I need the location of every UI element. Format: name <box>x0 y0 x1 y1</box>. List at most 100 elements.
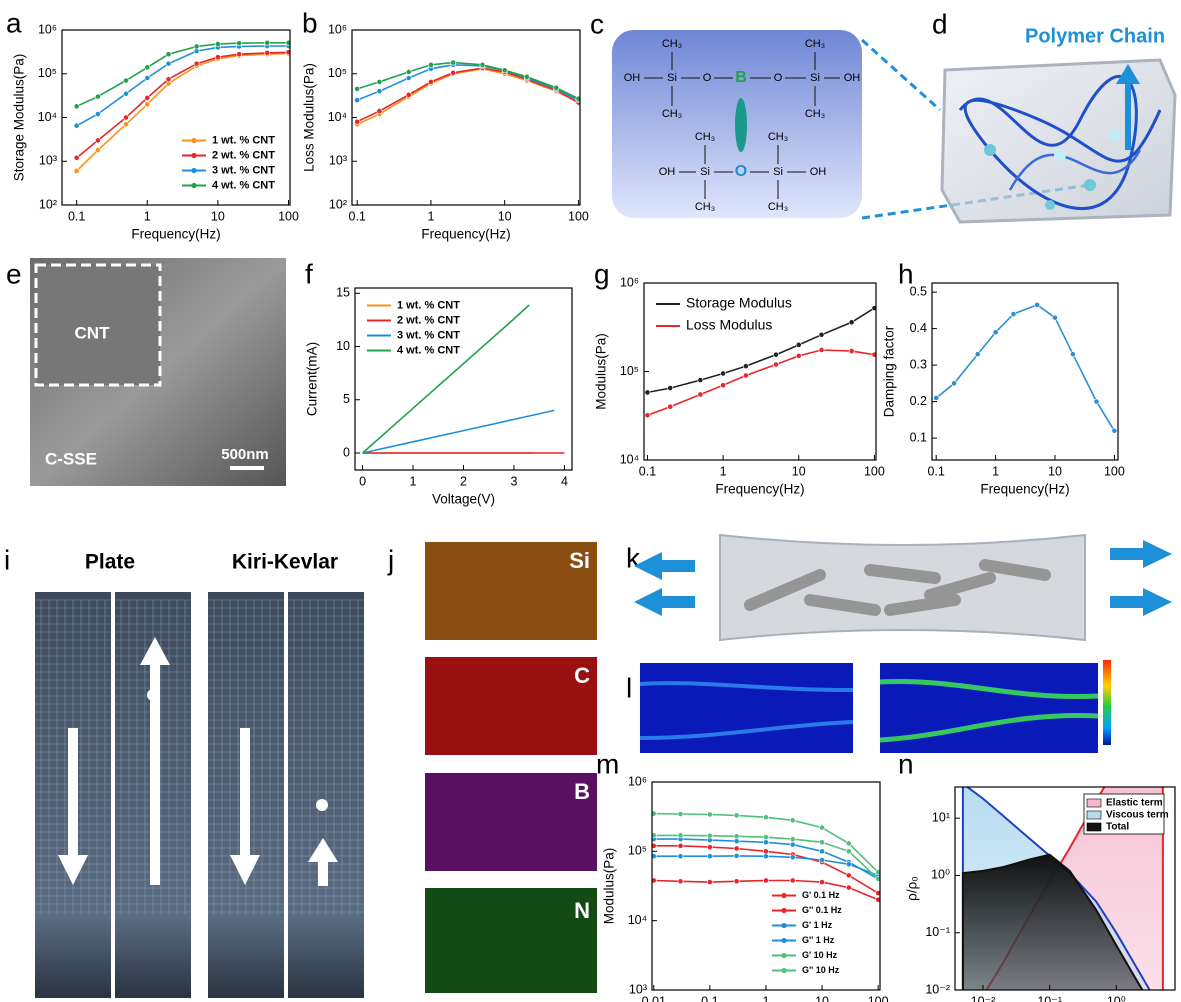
y-axis-label: Damping factor <box>882 325 897 417</box>
x-tick-label: 10⁰ <box>1107 994 1126 1002</box>
atom: CH₃ <box>805 108 825 120</box>
y-tick-label: 10⁴ <box>328 110 347 124</box>
legend-label: G'' 1 Hz <box>802 935 835 945</box>
marker <box>707 812 712 817</box>
inset-label: CNT <box>75 323 111 342</box>
marker <box>166 52 171 57</box>
y-tick-label: 10³ <box>629 982 647 996</box>
legend-label: Storage Modulus <box>686 295 792 311</box>
y-axis-label: Storage Modulus(Pa) <box>12 54 27 182</box>
marker <box>74 168 79 173</box>
x-tick-label: 100 <box>868 994 889 1002</box>
legend-label: Viscous term <box>1106 810 1169 821</box>
legend-label: G'' 10 Hz <box>802 965 840 975</box>
panel-j: j Si C B N <box>387 542 597 993</box>
marker <box>237 52 242 57</box>
marker <box>734 813 739 818</box>
chart: h0.11101000.10.20.30.40.5Frequency(Hz)Da… <box>882 258 1125 496</box>
marker <box>763 878 768 883</box>
legend-swatch <box>1087 823 1101 831</box>
panel-label: m <box>596 748 619 779</box>
marker <box>763 849 768 854</box>
marker <box>790 837 795 842</box>
marker <box>846 849 851 854</box>
marker <box>773 362 778 367</box>
legend-label: Total <box>1106 822 1129 833</box>
legend-marker <box>781 968 786 973</box>
color-scale <box>1103 660 1111 745</box>
legend-label: 4 wt. % CNT <box>212 179 275 191</box>
y-tick-label: 10⁴ <box>628 913 647 927</box>
marker <box>406 69 411 74</box>
atom: O <box>774 72 783 84</box>
y-tick-label: 5 <box>343 392 350 406</box>
line <box>77 46 289 126</box>
atom: CH₃ <box>695 201 715 213</box>
marker <box>734 846 739 851</box>
x-tick-label: 0.1 <box>927 464 944 478</box>
particle <box>1109 129 1121 141</box>
panel-k: k <box>626 535 1172 640</box>
legend-marker <box>191 168 196 173</box>
element-label: C <box>574 663 590 688</box>
marker <box>790 818 795 823</box>
marker <box>849 320 854 325</box>
plot-frame <box>352 30 580 205</box>
marker <box>265 50 270 55</box>
atom: Si <box>810 72 820 84</box>
marker <box>846 873 851 878</box>
marker <box>819 825 824 830</box>
marker <box>668 385 673 390</box>
atom: Si <box>773 166 783 178</box>
chart: b0.111010010²10³10⁴10⁵10⁶Frequency(Hz)Lo… <box>302 7 589 241</box>
marker <box>95 147 100 152</box>
x-axis-label: Frequency(Hz) <box>131 227 220 242</box>
atom: CH₃ <box>768 201 788 213</box>
y-tick-label: 10⁵ <box>328 66 347 80</box>
x-axis-label: Frequency(Hz) <box>715 482 804 497</box>
marker <box>734 879 739 884</box>
marker <box>796 353 801 358</box>
bond-ellipse <box>735 98 747 152</box>
map-c <box>425 657 597 755</box>
marker <box>698 392 703 397</box>
marker <box>502 68 507 73</box>
marker <box>819 840 824 845</box>
atom: Si <box>700 166 710 178</box>
atom: Si <box>667 72 677 84</box>
y-axis-label: ρ/ρ₀ <box>905 876 920 901</box>
panel-label: a <box>6 7 22 38</box>
marker <box>790 878 795 883</box>
x-axis-label: Frequency(Hz) <box>980 482 1069 497</box>
marker <box>166 61 171 66</box>
ball <box>316 799 328 811</box>
x-tick-label: 0.1 <box>68 209 85 223</box>
x-tick-label: 10⁻² <box>971 994 996 1002</box>
legend-marker <box>191 153 196 158</box>
y-tick-label: 10⁶ <box>620 275 639 289</box>
marker <box>194 44 199 49</box>
legend-marker <box>781 938 786 943</box>
y-axis-label: Current(mA) <box>305 342 320 416</box>
y-tick-label: 10² <box>39 197 57 211</box>
marker <box>215 41 220 46</box>
panel-label: d <box>932 8 948 39</box>
x-tick-label: 3 <box>510 474 517 488</box>
legend-swatch <box>1087 811 1101 819</box>
marker <box>194 61 199 66</box>
marker <box>428 62 433 67</box>
map-b <box>425 773 597 871</box>
panel-label: c <box>590 8 604 39</box>
marker <box>707 879 712 884</box>
x-axis-label: Frequency(Hz) <box>421 227 510 242</box>
marker <box>645 390 650 395</box>
marker <box>796 342 801 347</box>
marker <box>554 85 559 90</box>
marker <box>678 811 683 816</box>
legend-marker <box>781 893 786 898</box>
marker <box>790 842 795 847</box>
y-tick-label: 10⁶ <box>628 774 647 788</box>
marker <box>707 833 712 838</box>
marker <box>645 413 650 418</box>
